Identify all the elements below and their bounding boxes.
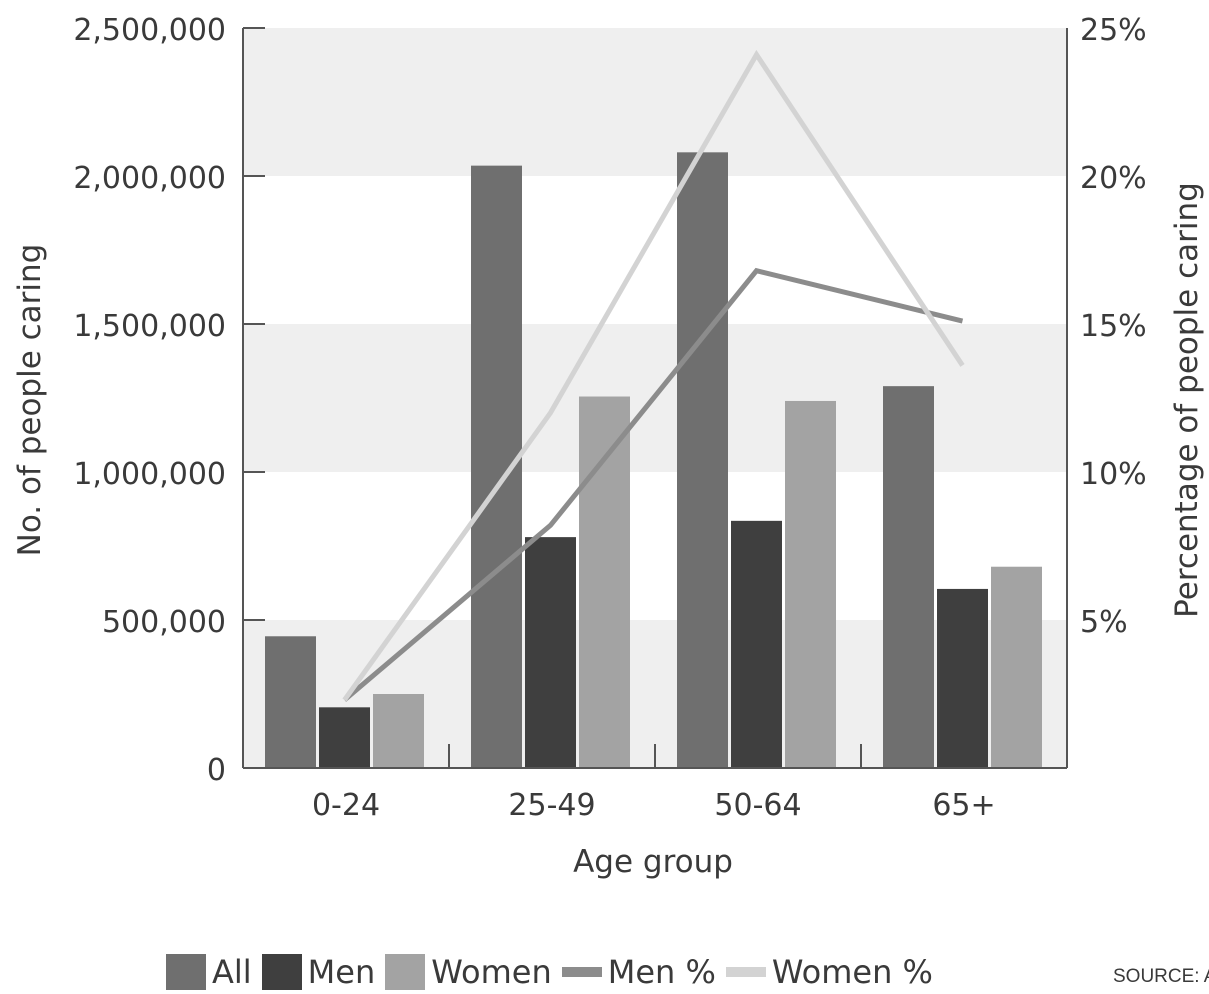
x-tick-label: 0-24	[312, 788, 380, 823]
line-men-pct	[342, 267, 964, 702]
legend-swatch-men-pct	[561, 967, 602, 977]
legend-item-women: Women	[385, 953, 552, 991]
bar-women-3	[991, 566, 1042, 768]
bar-all-0	[265, 636, 316, 768]
legend-label-all: All	[212, 953, 252, 991]
legend-label-men-pct: Men %	[607, 953, 716, 991]
bars	[265, 152, 1042, 768]
y2-tick-labels: 5% 10% 15% 20% 25%	[1080, 13, 1147, 640]
axes	[242, 27, 1068, 769]
legend-label-women: Women	[431, 953, 552, 991]
legend-swatch-men	[261, 954, 302, 990]
legend-item-men: Men	[261, 953, 376, 991]
legend-swatch-women-pct	[725, 967, 766, 977]
y2-tick-label: 20%	[1080, 161, 1147, 196]
legend-item-men-pct: Men %	[561, 953, 716, 991]
y-tick-label: 2,000,000	[73, 161, 226, 196]
legend-swatch-all	[166, 954, 206, 990]
bar-all-3	[883, 386, 934, 768]
bar-women-0	[373, 694, 424, 768]
bar-men-3	[937, 588, 988, 768]
source-note: SOURCE: A	[1113, 966, 1209, 987]
legend-item-women-pct: Women %	[725, 953, 933, 991]
y-tick-label: 1,000,000	[73, 457, 226, 492]
y2-tick-label: 15%	[1080, 309, 1147, 344]
legend-label-women-pct: Women %	[771, 953, 933, 991]
x-tick-label: 25-49	[508, 788, 595, 823]
y2-tick-label: 25%	[1080, 13, 1147, 48]
y2-axis-title: Percentage of people caring	[1169, 182, 1205, 618]
y-tick-label: 2,500,000	[73, 13, 226, 48]
y-axis-title: No. of people caring	[12, 244, 48, 557]
series-lines	[342, 49, 965, 702]
bar-men-1	[525, 537, 576, 768]
y2-tick-label: 5%	[1080, 605, 1128, 640]
legend: All Men Women Men % Women %	[166, 952, 943, 992]
bar-women-1	[579, 396, 630, 768]
y-tick-label: 500,000	[102, 605, 226, 640]
grid-band	[243, 28, 1067, 176]
y-tick-label: 0	[207, 753, 226, 788]
x-tick-label: 50-64	[714, 788, 801, 823]
x-axis-title: Age group	[573, 844, 733, 880]
bar-all-2	[677, 152, 728, 768]
legend-item-all: All	[166, 953, 252, 991]
bar-men-2	[731, 520, 782, 768]
line-women-pct	[342, 49, 965, 702]
bar-men-0	[319, 707, 370, 768]
legend-label-men: Men	[307, 953, 376, 991]
y-tick-label: 1,500,000	[73, 309, 226, 344]
y-tick-labels: 0 500,000 1,000,000 1,500,000 2,000,000 2,500…	[73, 13, 226, 788]
y2-tick-label: 10%	[1080, 457, 1147, 492]
x-tick-labels: 0-24 25-49 50-64 65+	[312, 788, 996, 823]
bar-women-2	[785, 400, 836, 768]
x-tick-label: 65+	[932, 788, 995, 823]
legend-swatch-women	[385, 954, 426, 990]
